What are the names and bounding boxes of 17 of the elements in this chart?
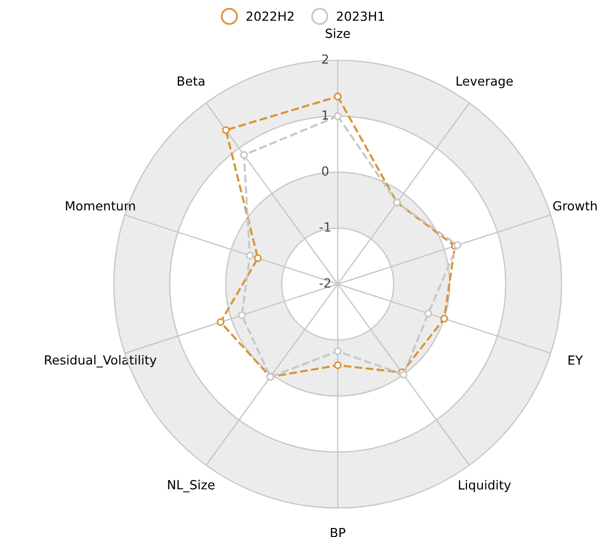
spoke-label: Residual_Volatility bbox=[45, 354, 156, 368]
legend-label: 2023H1 bbox=[336, 11, 384, 21]
y-tick-label: -2 bbox=[320, 278, 330, 288]
y-tick-label: 0 bbox=[322, 166, 328, 176]
spoke-label: Size bbox=[326, 28, 350, 38]
y-tick-label: 2 bbox=[322, 54, 328, 64]
spoke-label: Growth bbox=[553, 200, 597, 211]
spoke-label: Leverage bbox=[456, 76, 513, 88]
spoke-label: NL_Size bbox=[168, 480, 214, 492]
spoke-label: Liquidity bbox=[458, 480, 511, 492]
y-tick-label: -1 bbox=[320, 222, 330, 232]
spoke-label: EY bbox=[568, 356, 583, 365]
legend-label: 2022H2 bbox=[246, 11, 294, 21]
y-tick-label: 1 bbox=[322, 110, 328, 120]
spoke-label: Beta bbox=[178, 76, 204, 86]
spoke-label: Momentum bbox=[66, 201, 135, 211]
spoke-label: BP bbox=[330, 528, 346, 537]
